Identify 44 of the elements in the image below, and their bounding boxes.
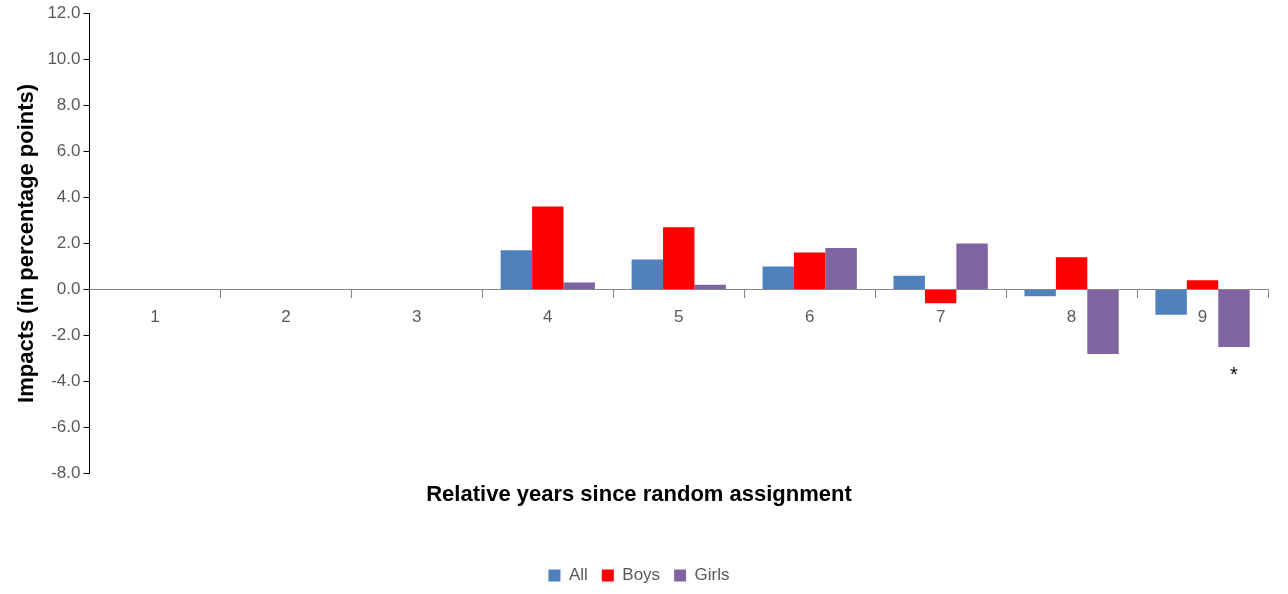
x-tick-label: 5 — [674, 307, 684, 327]
y-tick-label: 2.0 — [56, 233, 81, 253]
x-tick-label: 3 — [412, 307, 422, 327]
bar — [762, 266, 794, 289]
y-tick-label: 0.0 — [56, 279, 81, 299]
bar — [1055, 257, 1088, 289]
bar — [532, 206, 564, 289]
bar — [631, 259, 664, 289]
x-tick-label: 4 — [543, 307, 553, 327]
y-tick-label: 6.0 — [56, 141, 81, 161]
bar — [1087, 289, 1119, 354]
x-tick-label: 6 — [804, 307, 815, 327]
x-tick-label: 8 — [1066, 307, 1077, 327]
x-tick-label: 9 — [1197, 307, 1208, 327]
y-tick-label: 12.0 — [47, 2, 81, 22]
y-tick-label: -8.0 — [51, 463, 81, 483]
bar — [663, 227, 695, 289]
y-tick-label: 8.0 — [56, 94, 81, 114]
bar — [563, 282, 595, 289]
y-tick-label: -2.0 — [51, 325, 81, 345]
bar — [825, 248, 857, 289]
legend-label: Girls — [694, 565, 730, 585]
bar — [924, 289, 957, 304]
bar — [893, 275, 925, 289]
legend-label: Boys — [622, 565, 661, 585]
bar — [1186, 280, 1219, 289]
y-tick-label: -6.0 — [51, 417, 81, 437]
bar — [793, 252, 826, 289]
bar — [956, 243, 988, 289]
bar — [500, 250, 533, 289]
y-tick-label: 10.0 — [47, 48, 81, 68]
y-tick-label: 4.0 — [56, 187, 81, 207]
y-axis-title: Impacts (in percentage points) — [13, 83, 39, 403]
bar — [1218, 289, 1250, 347]
x-tick-label: 7 — [935, 307, 946, 327]
bar — [1155, 289, 1187, 315]
x-tick-label: 1 — [150, 307, 160, 327]
annotation: * — [1230, 362, 1239, 385]
y-tick-label: -4.0 — [51, 371, 81, 391]
bar — [1024, 289, 1056, 297]
legend-label: All — [568, 565, 588, 585]
x-tick-label: 2 — [281, 307, 291, 327]
x-axis-title: Relative years since random assignment — [426, 480, 853, 506]
bar — [694, 284, 726, 289]
